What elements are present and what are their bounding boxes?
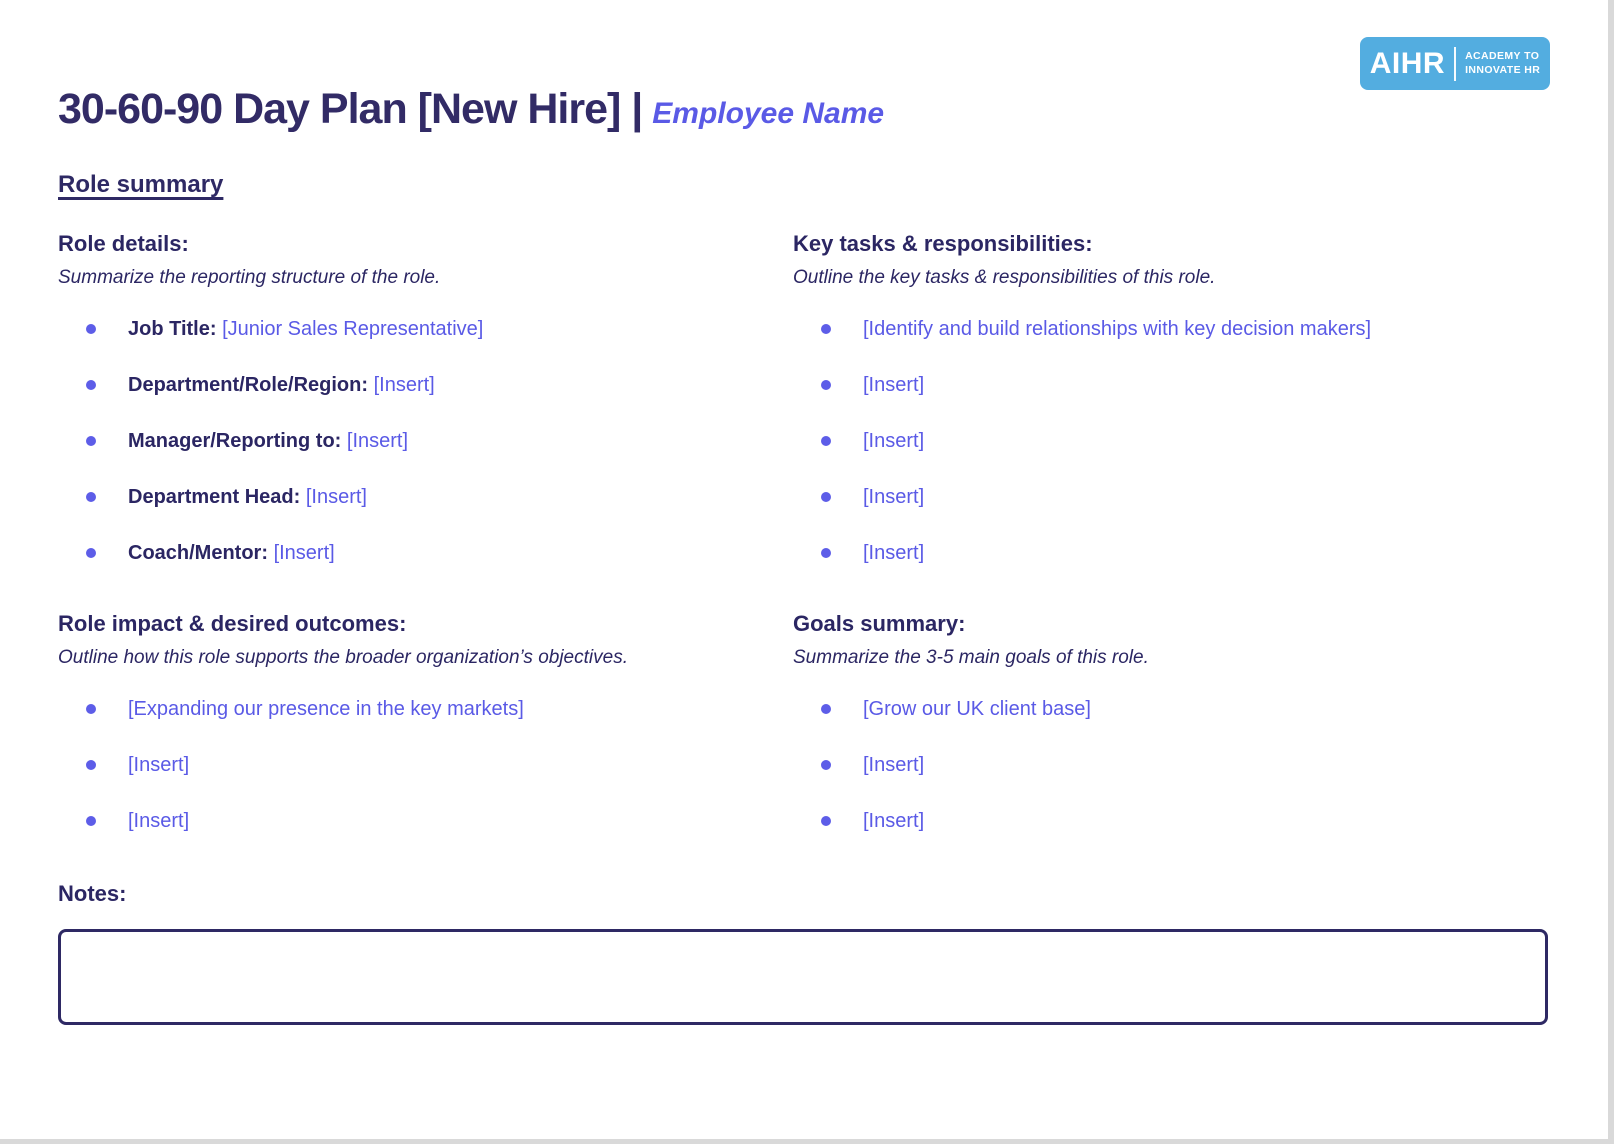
goals-summary-list: [Grow our UK client base] [Insert] [Inse… — [793, 695, 1548, 835]
notes-heading: Notes: — [58, 881, 127, 907]
aihr-logo-brand: AIHR — [1369, 46, 1446, 80]
list-item: Department Head: [Insert] — [58, 483, 793, 511]
goals-summary-subtitle: Summarize the 3-5 main goals of this rol… — [793, 647, 1149, 669]
bullet-icon — [86, 380, 96, 391]
list-item: Department/Role/Region: [Insert] — [58, 371, 793, 399]
bullet-icon — [86, 816, 96, 827]
item-value: [Insert] — [305, 486, 367, 509]
list-item: Job Title: [Junior Sales Representative] — [58, 315, 793, 343]
list-item: [Insert] — [793, 427, 1548, 455]
goals-summary-heading: Goals summary: — [793, 611, 966, 637]
section-goals-summary: Goals summary: Summarize the 3-5 main go… — [793, 611, 1548, 835]
item-label: Coach/Mentor: — [128, 542, 268, 565]
list-item: [Insert] — [793, 483, 1548, 511]
aihr-logo-tagline-line1: ACADEMY TO — [1465, 50, 1540, 63]
left-column: Role details: Summarize the reporting st… — [58, 231, 793, 835]
item-value: [Insert] — [863, 486, 925, 509]
bullet-icon — [821, 492, 831, 503]
employee-name: Employee Name — [652, 97, 885, 130]
list-item: [Grow our UK client base] — [793, 695, 1548, 723]
item-value: [Insert] — [373, 374, 435, 397]
item-value: [Grow our UK client base] — [863, 698, 1091, 721]
role-details-subtitle: Summarize the reporting structure of the… — [58, 267, 441, 289]
bullet-icon — [86, 324, 96, 335]
key-tasks-list: [Identify and build relationships with k… — [793, 315, 1548, 567]
list-item: Manager/Reporting to: [Insert] — [58, 427, 793, 455]
item-value: [Insert] — [346, 430, 409, 453]
item-label: Job Title: — [128, 318, 217, 341]
bullet-icon — [821, 436, 831, 447]
bullet-icon — [86, 548, 96, 559]
section-role-details: Role details: Summarize the reporting st… — [58, 231, 793, 567]
bullet-icon — [821, 760, 831, 771]
aihr-logo-divider — [1454, 46, 1457, 81]
list-item: [Insert] — [793, 751, 1548, 779]
list-item: [Insert] — [793, 371, 1548, 399]
bullet-icon — [821, 380, 831, 391]
item-label: Manager/Reporting to: — [128, 430, 342, 453]
list-item: [Insert] — [793, 807, 1548, 835]
role-details-list: Job Title: [Junior Sales Representative]… — [58, 315, 793, 567]
item-value: [Insert] — [863, 430, 925, 453]
bullet-icon — [86, 436, 96, 447]
bullet-icon — [86, 760, 96, 771]
aihr-logo-tagline-line2: INNOVATE HR — [1465, 63, 1541, 76]
item-value: [Junior Sales Representative] — [222, 318, 484, 341]
role-summary-heading: Role summary — [58, 171, 224, 199]
section-role-impact: Role impact & desired outcomes: Outline … — [58, 611, 793, 835]
item-value: [Expanding our presence in the key marke… — [128, 698, 524, 721]
bullet-icon — [86, 704, 96, 715]
item-label: Department Head: — [128, 486, 301, 509]
page-title: 30-60-90 Day Plan [New Hire] | Employee N… — [58, 0, 1548, 133]
bullet-icon — [821, 704, 831, 715]
aihr-logo-tagline: ACADEMY TO INNOVATE HR — [1465, 50, 1540, 76]
page-title-main: 30-60-90 Day Plan [New Hire] | — [58, 85, 643, 133]
item-value: [Insert] — [273, 542, 335, 565]
item-value: [Insert] — [128, 810, 190, 833]
notes-input[interactable] — [58, 929, 1548, 1026]
bullet-icon — [821, 816, 831, 827]
item-value: [Insert] — [128, 754, 190, 777]
list-item: [Expanding our presence in the key marke… — [58, 695, 793, 723]
list-item: [Identify and build relationships with k… — [793, 315, 1548, 343]
item-label: Department/Role/Region: — [128, 374, 369, 397]
two-column-layout: Role details: Summarize the reporting st… — [58, 231, 1548, 835]
role-impact-subtitle: Outline how this role supports the broad… — [58, 647, 628, 669]
role-impact-heading: Role impact & desired outcomes: — [58, 611, 407, 637]
item-value: [Insert] — [863, 374, 925, 397]
key-tasks-subtitle: Outline the key tasks & responsibilities… — [793, 267, 1216, 289]
right-column: Key tasks & responsibilities: Outline th… — [793, 231, 1548, 835]
list-item: [Insert] — [793, 539, 1548, 567]
bullet-icon — [821, 548, 831, 559]
role-details-heading: Role details: — [58, 231, 189, 257]
item-value: [Insert] — [863, 810, 925, 833]
bullet-icon — [86, 492, 96, 503]
item-value: [Insert] — [863, 754, 925, 777]
section-key-tasks: Key tasks & responsibilities: Outline th… — [793, 231, 1548, 567]
aihr-logo: AIHR ACADEMY TO INNOVATE HR — [1360, 37, 1550, 90]
item-value: [Insert] — [863, 542, 925, 565]
key-tasks-heading: Key tasks & responsibilities: — [793, 231, 1093, 257]
list-item: [Insert] — [58, 751, 793, 779]
item-value: [Identify and build relationships with k… — [863, 318, 1372, 341]
list-item: Coach/Mentor: [Insert] — [58, 539, 793, 567]
list-item: [Insert] — [58, 807, 793, 835]
bullet-icon — [821, 324, 831, 335]
role-impact-list: [Expanding our presence in the key marke… — [58, 695, 793, 835]
